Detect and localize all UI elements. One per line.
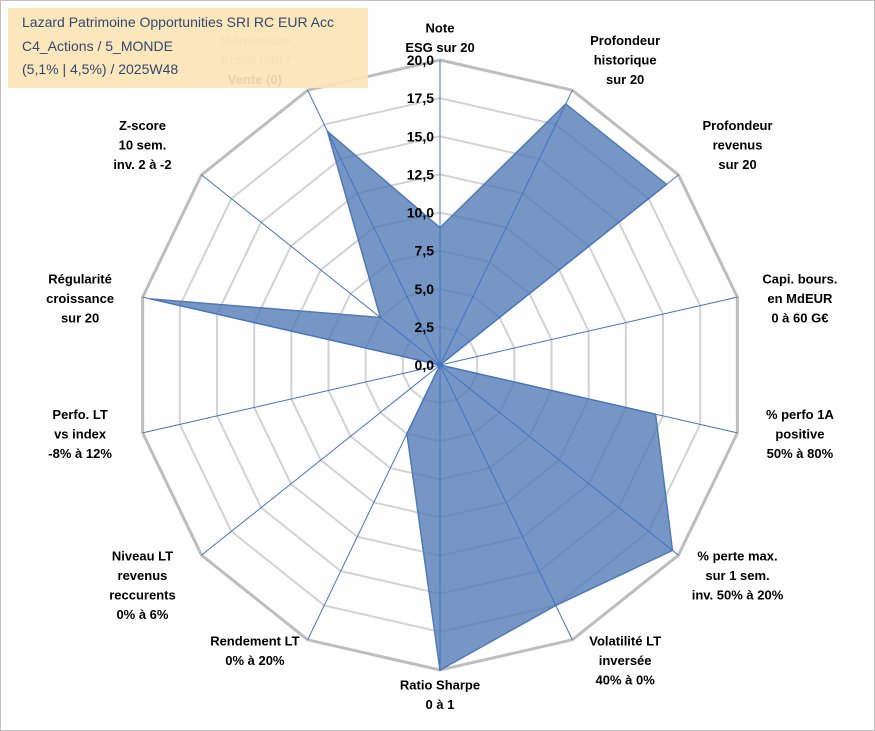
tick-label: 7,5 — [415, 243, 435, 259]
radar-series — [149, 102, 674, 672]
category-label: Niveau LT revenus reccurents 0% à 6% — [109, 549, 175, 623]
category-label-line: 0% à 6% — [116, 607, 168, 622]
category-label-line: Profondeur — [703, 118, 773, 133]
category-label-line: inv. 2 à -2 — [113, 157, 171, 172]
category-label-line: 0 à 60 G€ — [771, 310, 828, 325]
chart-title-period: (5,1% | 4,5%) / 2025W48 — [22, 61, 179, 77]
category-label-line: sur 20 — [606, 72, 644, 87]
category-label-line: % perte max. — [697, 549, 777, 564]
category-label: Perfo. LT vs index -8% à 12% — [48, 407, 112, 461]
tick-label: 20,0 — [407, 52, 434, 68]
category-label-line: positive — [775, 427, 824, 442]
spoke-line — [439, 364, 573, 641]
category-label: % perfo 1A positive 50% à 80% — [766, 407, 835, 461]
category-label-line: 0 à 1 — [426, 697, 455, 712]
spoke-line — [439, 296, 738, 366]
spoke-line — [142, 296, 441, 366]
category-label-line: Perfo. LT — [52, 407, 107, 422]
category-label-line: Capi. bours. — [762, 271, 837, 286]
category-label-line: sur 1 sem. — [705, 568, 769, 583]
category-label-line: reccurents — [109, 588, 175, 603]
spoke-line — [439, 364, 679, 556]
category-label: % perte max. sur 1 sem. inv. 50% à 20% — [692, 549, 784, 603]
category-label-line: historique — [594, 53, 657, 68]
spoke-line — [307, 89, 441, 366]
category-label-line: Régularité — [48, 271, 112, 286]
category-label-line: -8% à 12% — [48, 446, 112, 461]
category-label: Note ESG sur 20 — [405, 21, 474, 56]
category-label-line: Z-score — [119, 118, 166, 133]
category-label-line: 0% à 20% — [225, 653, 285, 668]
category-label: Ratio Sharpe 0 à 1 — [400, 678, 480, 713]
spoke-line — [307, 364, 441, 641]
category-label-line: sur 20 — [61, 310, 99, 325]
category-label-line: 10 sem. — [119, 137, 167, 152]
category-label-line: 50% à 80% — [767, 446, 834, 461]
spoke-line — [142, 364, 441, 434]
tick-label: 17,5 — [407, 90, 434, 106]
category-label-line: Profondeur — [590, 33, 660, 48]
category-label-line: vs index — [54, 427, 107, 442]
tick-label: 15,0 — [407, 128, 434, 144]
category-label-line: sur 20 — [718, 157, 756, 172]
radar-tick-labels: 0,0 2,5 5,0 7,5 10,0 12,5 15,0 17,5 20,0 — [407, 52, 434, 373]
category-label-line: en MdEUR — [767, 291, 833, 306]
title-box: Lazard Patrimoine Opportunities SRI RC E… — [8, 8, 368, 88]
chart-title-category: C4_Actions / 5_MONDE — [22, 38, 173, 54]
category-label: Volatilité LT inversée 40% à 0% — [589, 633, 661, 687]
spoke-line — [439, 174, 679, 366]
category-label: Z-score 10 sem. inv. 2 à -2 — [113, 118, 171, 172]
category-label-line: Ratio Sharpe — [400, 678, 480, 693]
category-label: Profondeur revenus sur 20 — [703, 118, 773, 172]
category-label-line: % perfo 1A — [766, 407, 835, 422]
category-label-line: Niveau LT — [112, 549, 173, 564]
category-label-line: ESG sur 20 — [405, 40, 474, 55]
radar-spokes — [142, 60, 738, 670]
category-label: Profondeur historique sur 20 — [590, 33, 660, 87]
category-label-line: inversée — [599, 653, 652, 668]
category-label-line: revenus — [713, 137, 763, 152]
series-area — [149, 102, 674, 672]
spoke-line — [201, 174, 441, 366]
category-label-line: 40% à 0% — [596, 672, 656, 687]
spoke-line — [439, 89, 573, 366]
tick-label: 2,5 — [415, 319, 435, 335]
category-label-line: revenus — [118, 568, 168, 583]
category-label: Capi. bours. en MdEUR 0 à 60 G€ — [762, 271, 837, 325]
category-label-line: Rendement LT — [210, 633, 299, 648]
category-label-line: inv. 50% à 20% — [692, 588, 784, 603]
spoke-line — [201, 364, 441, 556]
spoke-line — [439, 364, 738, 434]
category-label-line: Note — [426, 21, 455, 36]
tick-label: 10,0 — [407, 205, 434, 221]
tick-label: 12,5 — [407, 166, 434, 182]
category-label: Rendement LT 0% à 20% — [210, 633, 299, 668]
chart-title-fund: Lazard Patrimoine Opportunities SRI RC E… — [22, 14, 335, 30]
category-label: Régularité croissance sur 20 — [46, 271, 114, 325]
category-label-line: Volatilité LT — [589, 633, 661, 648]
tick-label: 0,0 — [415, 357, 435, 373]
tick-label: 5,0 — [415, 281, 435, 297]
category-label-line: croissance — [46, 291, 114, 306]
